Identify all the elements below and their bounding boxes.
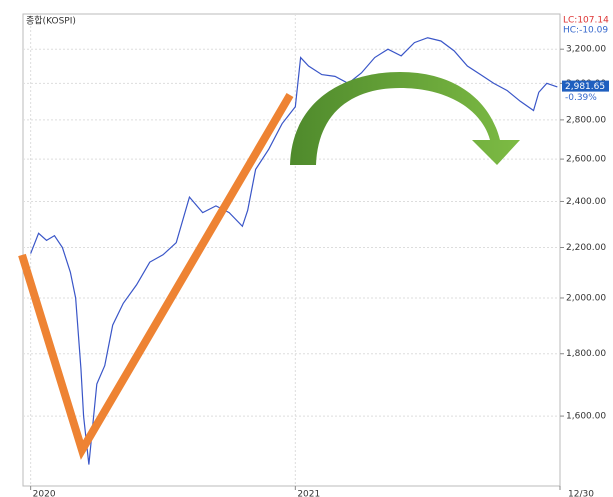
plot-area: [22, 13, 561, 487]
y-tick-label: 1,800.00: [566, 349, 606, 359]
last-price-box: [562, 80, 609, 92]
y-tick-label: 2,000.00: [566, 293, 606, 303]
change-label: -0.39%: [565, 93, 597, 103]
last-price-label: 2,981.65: [565, 82, 605, 92]
x-tick-label: 2021: [297, 490, 320, 497]
y-tick-label: 2,200.00: [566, 243, 606, 253]
lc-label: LC:107.14: [563, 16, 609, 26]
y-tick-label: 3,200.00: [566, 45, 606, 55]
y-tick-label: 2,400.00: [566, 197, 606, 207]
v-shape: [18, 92, 294, 460]
price-line: [30, 37, 558, 465]
y-tick-label: 2,600.00: [566, 155, 606, 165]
legend-label: 종합(KOSPI): [26, 16, 76, 27]
x-tick-label: 12/30: [568, 490, 594, 497]
hc-label: HC:-10.09: [563, 26, 608, 36]
x-tick-label: 2020: [33, 490, 56, 497]
y-tick-label: 1,600.00: [566, 412, 606, 422]
y-tick-label: 2,800.00: [566, 115, 606, 125]
arc-arrow: [290, 72, 520, 165]
